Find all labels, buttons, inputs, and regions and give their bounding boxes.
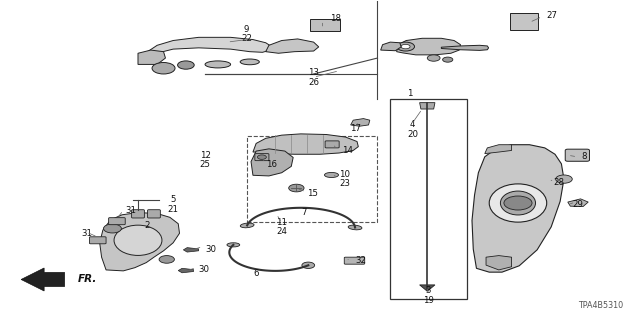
Polygon shape — [420, 103, 435, 109]
Polygon shape — [183, 248, 198, 252]
Text: 31: 31 — [125, 206, 136, 215]
Ellipse shape — [240, 223, 254, 228]
Circle shape — [504, 196, 532, 210]
Polygon shape — [568, 199, 588, 206]
Circle shape — [397, 42, 415, 51]
Text: 3
19: 3 19 — [423, 286, 434, 305]
Polygon shape — [251, 149, 293, 176]
Ellipse shape — [205, 61, 230, 68]
Text: 16: 16 — [266, 160, 276, 169]
Ellipse shape — [227, 243, 240, 247]
Text: 28: 28 — [553, 178, 564, 187]
Circle shape — [401, 44, 410, 49]
Polygon shape — [253, 134, 358, 154]
Polygon shape — [397, 38, 461, 55]
Circle shape — [443, 57, 453, 62]
Polygon shape — [472, 145, 564, 272]
Polygon shape — [266, 39, 319, 53]
Polygon shape — [145, 37, 272, 61]
Circle shape — [152, 62, 175, 74]
FancyBboxPatch shape — [132, 210, 145, 218]
Polygon shape — [484, 145, 511, 154]
Text: 18: 18 — [330, 14, 340, 23]
Text: 31: 31 — [81, 229, 92, 238]
Polygon shape — [138, 50, 166, 64]
FancyBboxPatch shape — [90, 237, 106, 244]
Text: 29: 29 — [572, 200, 583, 209]
Text: 9
22: 9 22 — [241, 25, 252, 44]
Polygon shape — [351, 119, 370, 126]
Ellipse shape — [240, 59, 259, 65]
Circle shape — [104, 224, 122, 233]
Bar — [390, 100, 467, 299]
Text: 12
25: 12 25 — [200, 151, 211, 169]
Circle shape — [257, 155, 266, 159]
Text: 8: 8 — [582, 152, 588, 161]
Ellipse shape — [348, 225, 362, 230]
Circle shape — [302, 262, 315, 268]
Text: 15: 15 — [307, 189, 318, 198]
Circle shape — [289, 184, 304, 192]
Polygon shape — [442, 45, 488, 50]
Ellipse shape — [489, 184, 547, 222]
Polygon shape — [381, 42, 401, 51]
Text: 30: 30 — [198, 265, 210, 275]
Circle shape — [177, 61, 194, 69]
Text: 4
20: 4 20 — [407, 120, 418, 139]
Text: FR.: FR. — [77, 275, 97, 284]
FancyBboxPatch shape — [148, 210, 161, 218]
Text: TPA4B5310: TPA4B5310 — [578, 301, 623, 310]
Polygon shape — [486, 256, 511, 270]
FancyBboxPatch shape — [344, 257, 365, 264]
Text: 2: 2 — [145, 221, 150, 230]
FancyBboxPatch shape — [509, 13, 538, 30]
Circle shape — [159, 256, 174, 263]
Circle shape — [428, 55, 440, 61]
Text: 27: 27 — [547, 11, 557, 20]
Text: 5
21: 5 21 — [168, 195, 179, 214]
FancyBboxPatch shape — [255, 154, 269, 161]
Circle shape — [556, 175, 572, 183]
Bar — [246, 136, 378, 222]
Text: 13
26: 13 26 — [308, 68, 319, 86]
Text: 14: 14 — [342, 146, 353, 155]
Ellipse shape — [324, 172, 339, 178]
Text: 6: 6 — [253, 268, 259, 278]
Ellipse shape — [500, 191, 536, 215]
Polygon shape — [178, 268, 193, 273]
Text: 7: 7 — [301, 208, 307, 217]
FancyBboxPatch shape — [109, 218, 125, 225]
Text: 30: 30 — [205, 245, 216, 254]
Text: 10
23: 10 23 — [339, 170, 350, 188]
Polygon shape — [21, 268, 65, 291]
Polygon shape — [100, 212, 179, 271]
Polygon shape — [420, 285, 435, 291]
FancyBboxPatch shape — [565, 149, 589, 161]
Ellipse shape — [114, 225, 162, 255]
Text: 1: 1 — [406, 89, 412, 98]
FancyBboxPatch shape — [310, 19, 340, 31]
FancyBboxPatch shape — [325, 141, 339, 148]
Text: 11
24: 11 24 — [276, 218, 287, 236]
Text: 17: 17 — [349, 124, 360, 132]
Text: 32: 32 — [355, 256, 366, 265]
